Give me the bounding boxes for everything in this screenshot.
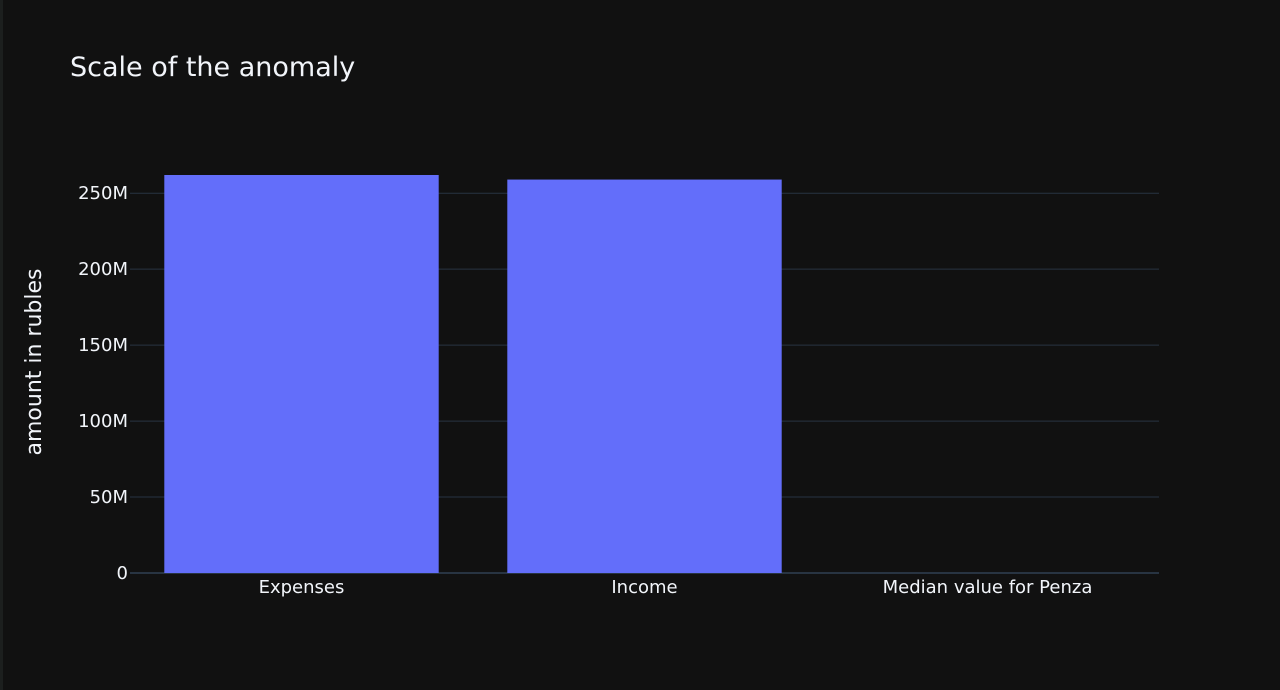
x-tick-labels: Expenses Income Median value for Penza (259, 577, 1093, 598)
y-tick-label: 100M (78, 411, 128, 432)
bar-income[interactable] (507, 179, 782, 573)
bar-expenses[interactable] (164, 175, 439, 573)
bars (164, 175, 782, 573)
y-axis-title: amount in rubles (22, 269, 47, 456)
y-tick-label: 250M (78, 183, 128, 204)
x-tick-label: Income (611, 577, 677, 598)
y-tick-label: 200M (78, 259, 128, 280)
chart-title: Scale of the anomaly (70, 52, 355, 83)
y-tick-label: 0 (117, 563, 128, 584)
x-tick-label: Median value for Penza (883, 577, 1093, 598)
y-tick-label: 50M (90, 487, 128, 508)
bar-chart: Scale of the anomaly amount in rubles 0 5… (22, 52, 1159, 598)
x-tick-label: Expenses (259, 577, 345, 598)
y-tick-label: 150M (78, 335, 128, 356)
y-tick-labels: 0 50M 100M 150M 200M 250M (78, 183, 128, 584)
